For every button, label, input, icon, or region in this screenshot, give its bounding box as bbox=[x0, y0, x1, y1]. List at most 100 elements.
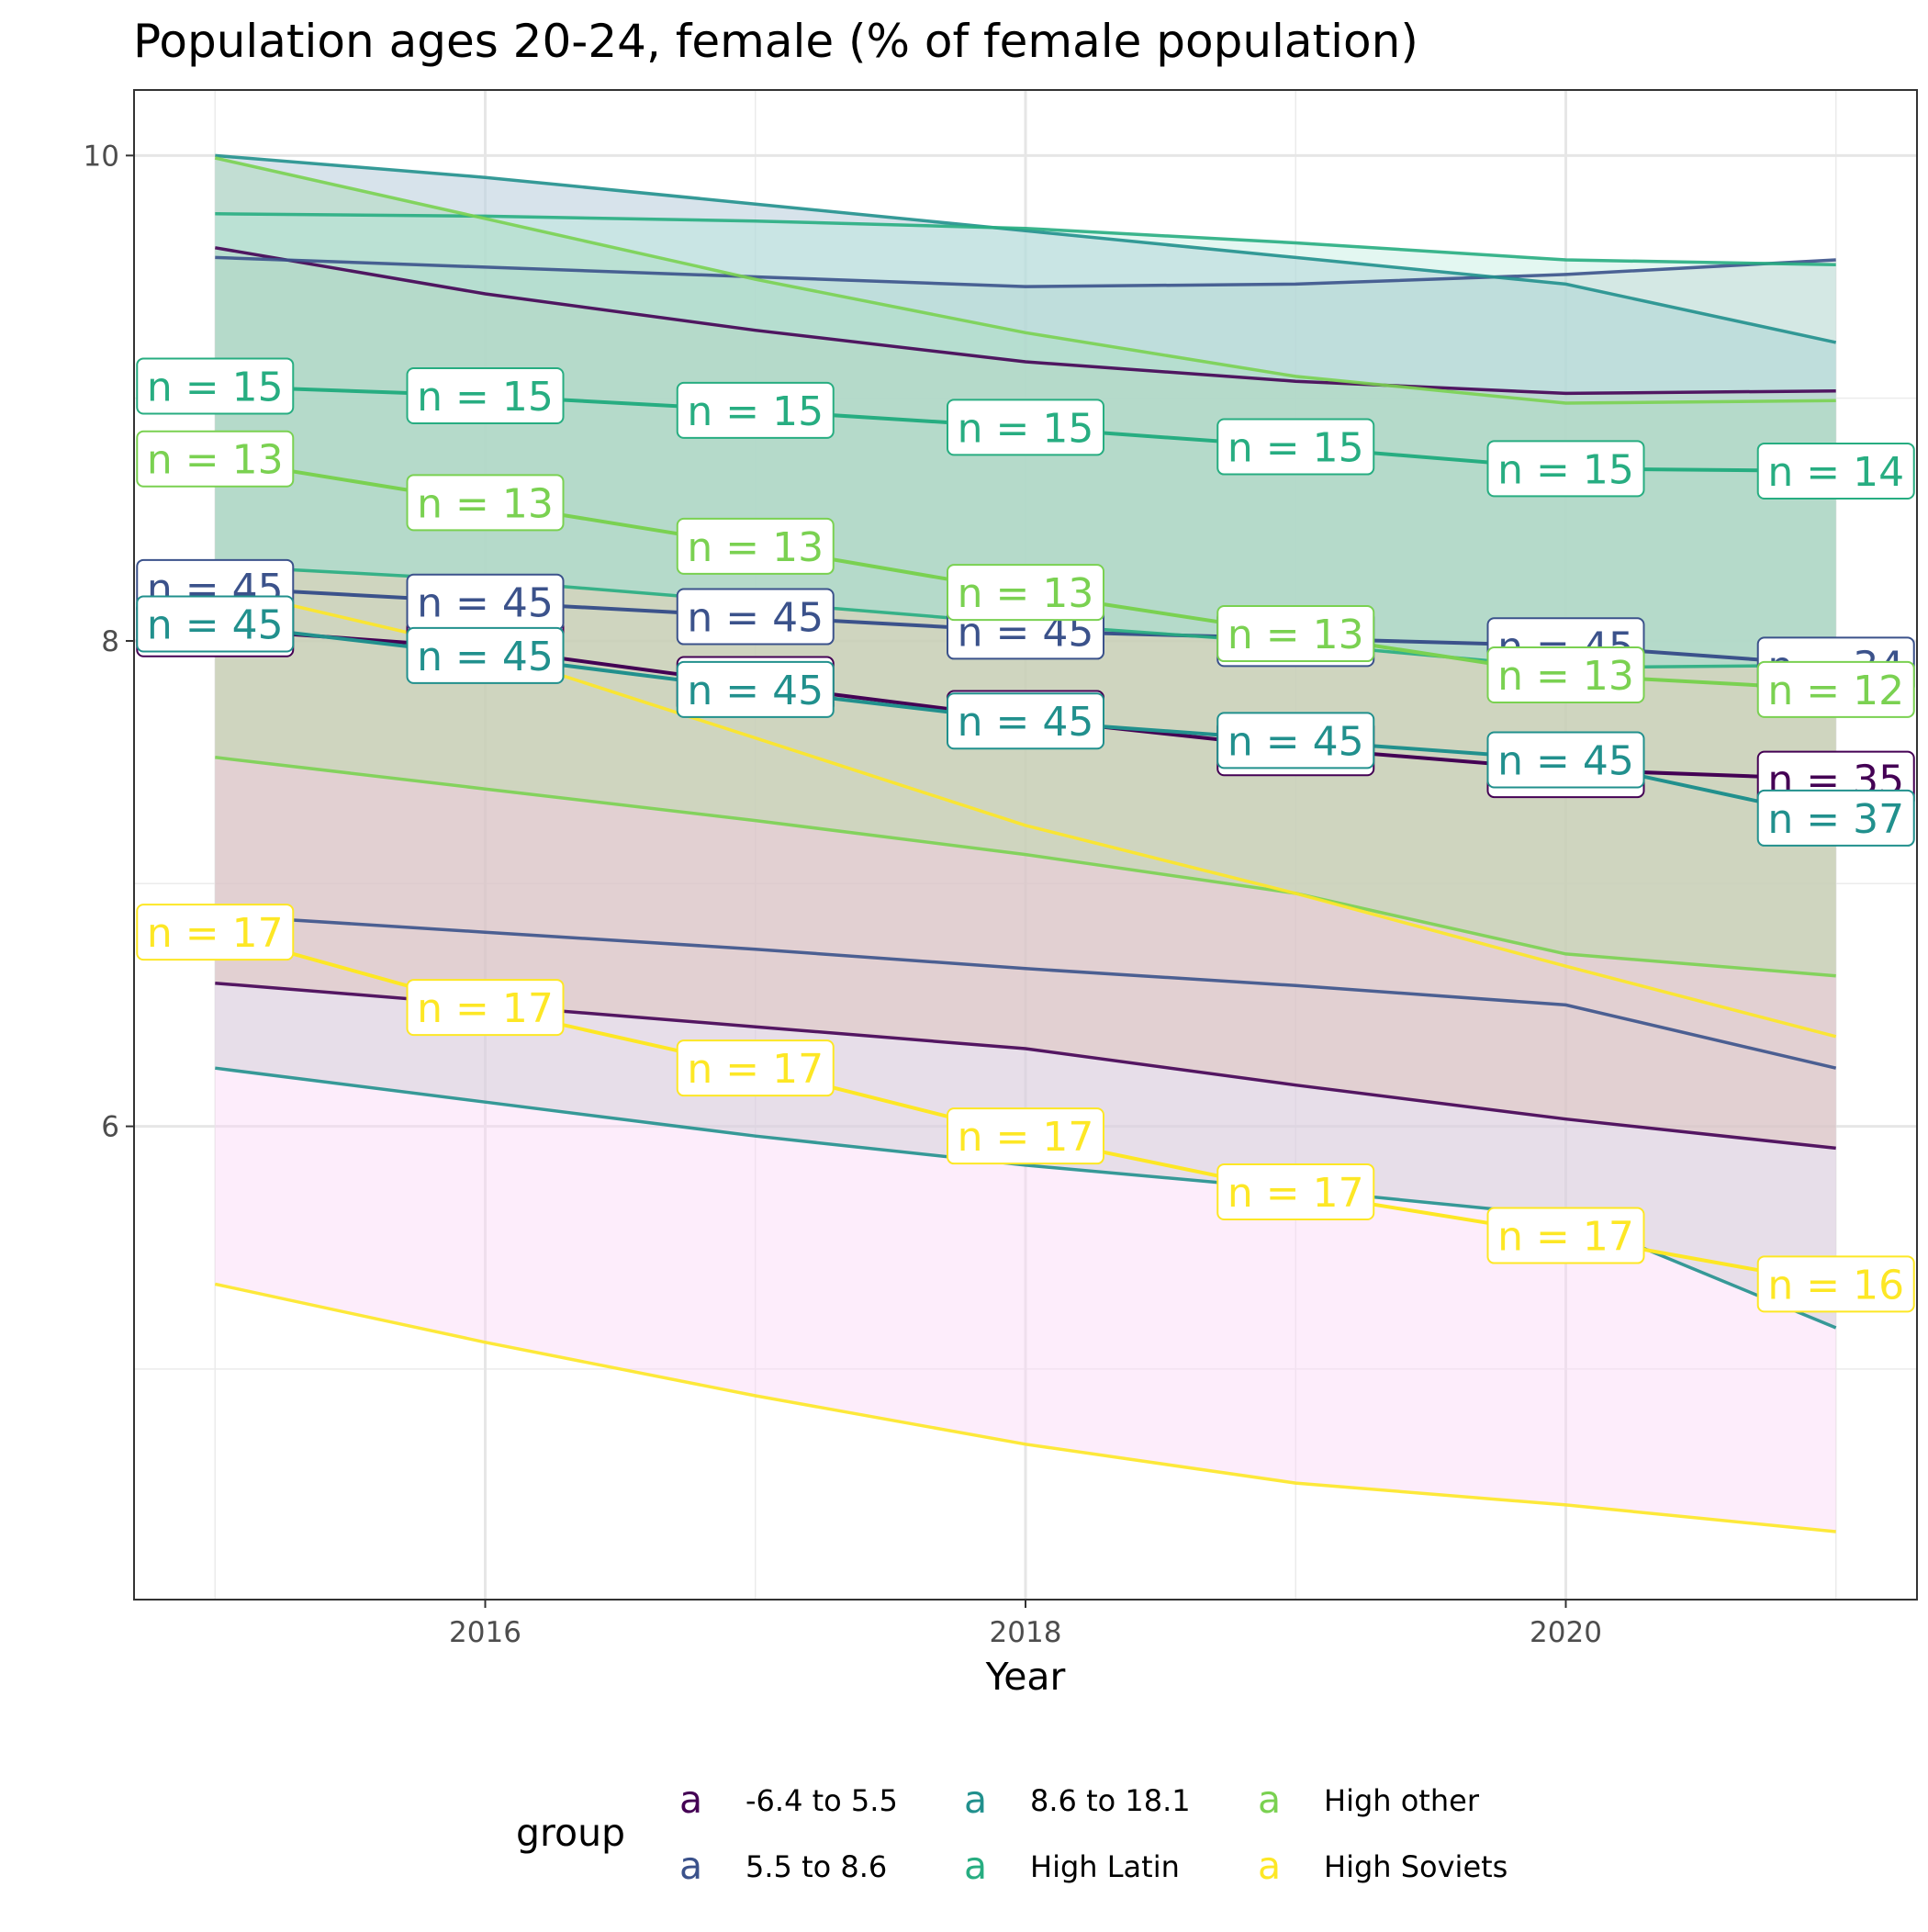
n-labels: n = 45 n = 45 n = 45 n = 45 n = 45 n = 45 n = … bbox=[136, 357, 1915, 1313]
n-label-text: n = 15 bbox=[1227, 425, 1364, 472]
n-label: n = 13 bbox=[1216, 605, 1375, 663]
n-label-box bbox=[1756, 789, 1915, 847]
n-label-box bbox=[1486, 440, 1645, 498]
n-label-text: n = 37 bbox=[1767, 796, 1904, 843]
n-label-text: n = 14 bbox=[1767, 449, 1904, 496]
n-label: n = 12 bbox=[1756, 660, 1915, 718]
n-label-text: n = 13 bbox=[417, 480, 554, 527]
y-tick-label: 10 bbox=[84, 140, 119, 173]
n-label-text: n = 17 bbox=[958, 1114, 1094, 1161]
n-label: n = 45 bbox=[676, 588, 835, 646]
n-label-box bbox=[1216, 418, 1375, 476]
x-tick-label: 2018 bbox=[990, 1616, 1062, 1649]
n-label-box bbox=[136, 357, 295, 415]
lower-line-high-other bbox=[215, 756, 1836, 978]
n-label: n = 15 bbox=[406, 367, 565, 425]
n-label: n = 45 bbox=[1216, 712, 1375, 769]
n-label: n = 13 bbox=[947, 564, 1104, 622]
n-label-text: n = 15 bbox=[958, 405, 1094, 452]
n-label-text: n = 13 bbox=[147, 437, 284, 484]
chart-title: Population ages 20-24, female (% of fema… bbox=[133, 15, 1418, 68]
n-label-box bbox=[676, 588, 835, 646]
n-label-box bbox=[1756, 442, 1915, 500]
x-axis-title: Year bbox=[985, 1655, 1066, 1699]
n-label-text: n = 45 bbox=[147, 601, 284, 648]
n-label-text: n = 45 bbox=[1227, 718, 1364, 765]
n-label: n = 17 bbox=[676, 1039, 835, 1097]
n-label-box bbox=[136, 430, 295, 488]
n-label-box bbox=[676, 1039, 835, 1097]
n-label-text: n = 15 bbox=[1497, 446, 1634, 493]
n-label-text: n = 45 bbox=[687, 595, 824, 642]
n-label: n = 13 bbox=[676, 517, 835, 575]
x-tick-label: 2016 bbox=[449, 1616, 521, 1649]
lower-line-high-soviets bbox=[214, 1282, 1836, 1533]
legend-key: a bbox=[1258, 1778, 1281, 1822]
legend-label: High other bbox=[1324, 1783, 1480, 1818]
upper-line-high-latin bbox=[215, 212, 1836, 267]
n-label-box bbox=[1486, 731, 1645, 789]
n-label-box bbox=[1756, 1255, 1915, 1313]
n-label-box bbox=[1486, 646, 1645, 703]
legend-label: -6.4 to 5.5 bbox=[745, 1783, 898, 1818]
band-high-soviets bbox=[215, 155, 1836, 1532]
y-tick-label: 6 bbox=[101, 1111, 119, 1144]
n-label-box bbox=[406, 979, 565, 1037]
legend-key: a bbox=[1258, 1844, 1281, 1888]
n-label-box bbox=[947, 692, 1104, 750]
n-label: n = 17 bbox=[406, 979, 565, 1037]
n-label: n = 17 bbox=[947, 1107, 1104, 1165]
legend-key: a bbox=[964, 1778, 987, 1822]
n-label-box bbox=[406, 367, 565, 425]
n-label-box bbox=[1756, 660, 1915, 718]
n-label-text: n = 17 bbox=[147, 910, 284, 957]
n-label-box bbox=[1216, 712, 1375, 769]
plot-area: n = 45 n = 45 n = 45 n = 45 n = 45 n = 45 n = … bbox=[84, 89, 1918, 1649]
legend: group a -6.4 to 5.5 a 5.5 to 8.6 a 8.6 to 18.… bbox=[516, 1778, 1508, 1888]
n-label-box bbox=[136, 595, 295, 653]
n-label: n = 15 bbox=[676, 381, 835, 439]
upper-line-5-5-to-8-6 bbox=[215, 255, 1836, 288]
n-label: n = 45 bbox=[676, 660, 835, 718]
n-label-text: n = 15 bbox=[417, 374, 554, 421]
n-label: n = 14 bbox=[1756, 442, 1915, 500]
n-label-text: n = 12 bbox=[1767, 668, 1904, 714]
n-label: n = 16 bbox=[1756, 1255, 1915, 1313]
n-label-text: n = 45 bbox=[687, 668, 824, 714]
n-label: n = 15 bbox=[1216, 418, 1375, 476]
n-label: n = 37 bbox=[1756, 789, 1915, 847]
n-label-text: n = 17 bbox=[417, 985, 554, 1032]
upper-line--6-4-to-5-5 bbox=[215, 246, 1836, 396]
n-label-text: n = 15 bbox=[687, 388, 824, 435]
n-label-box bbox=[136, 904, 295, 961]
n-label-text: n = 17 bbox=[687, 1046, 824, 1093]
legend-key: a bbox=[964, 1844, 987, 1888]
legend-key: a bbox=[679, 1844, 702, 1888]
n-label-text: n = 45 bbox=[958, 699, 1094, 746]
n-label: n = 13 bbox=[406, 474, 565, 532]
n-label-box bbox=[947, 1107, 1104, 1165]
legend-label: 5.5 to 8.6 bbox=[745, 1849, 887, 1884]
n-label: n = 45 bbox=[136, 595, 295, 653]
n-label-text: n = 13 bbox=[1227, 612, 1364, 658]
n-label: n = 15 bbox=[136, 357, 295, 415]
n-label-text: n = 13 bbox=[1497, 653, 1634, 700]
n-label: n = 17 bbox=[1486, 1207, 1645, 1264]
n-label: n = 45 bbox=[406, 626, 565, 684]
legend-label: High Soviets bbox=[1324, 1849, 1508, 1884]
n-label: n = 45 bbox=[947, 692, 1104, 750]
n-label-box bbox=[676, 660, 835, 718]
y-tick-label: 8 bbox=[101, 625, 119, 658]
n-label: n = 15 bbox=[947, 399, 1104, 456]
n-label-text: n = 45 bbox=[417, 580, 554, 627]
n-label: n = 17 bbox=[136, 904, 295, 961]
n-label-box bbox=[947, 564, 1104, 622]
legend-title: group bbox=[516, 1811, 625, 1855]
n-label-box bbox=[947, 399, 1104, 456]
n-label-box bbox=[676, 381, 835, 439]
n-label: n = 15 bbox=[1486, 440, 1645, 498]
n-label: n = 45 bbox=[1486, 731, 1645, 789]
n-label: n = 13 bbox=[1486, 646, 1645, 703]
n-label: n = 13 bbox=[136, 430, 295, 488]
